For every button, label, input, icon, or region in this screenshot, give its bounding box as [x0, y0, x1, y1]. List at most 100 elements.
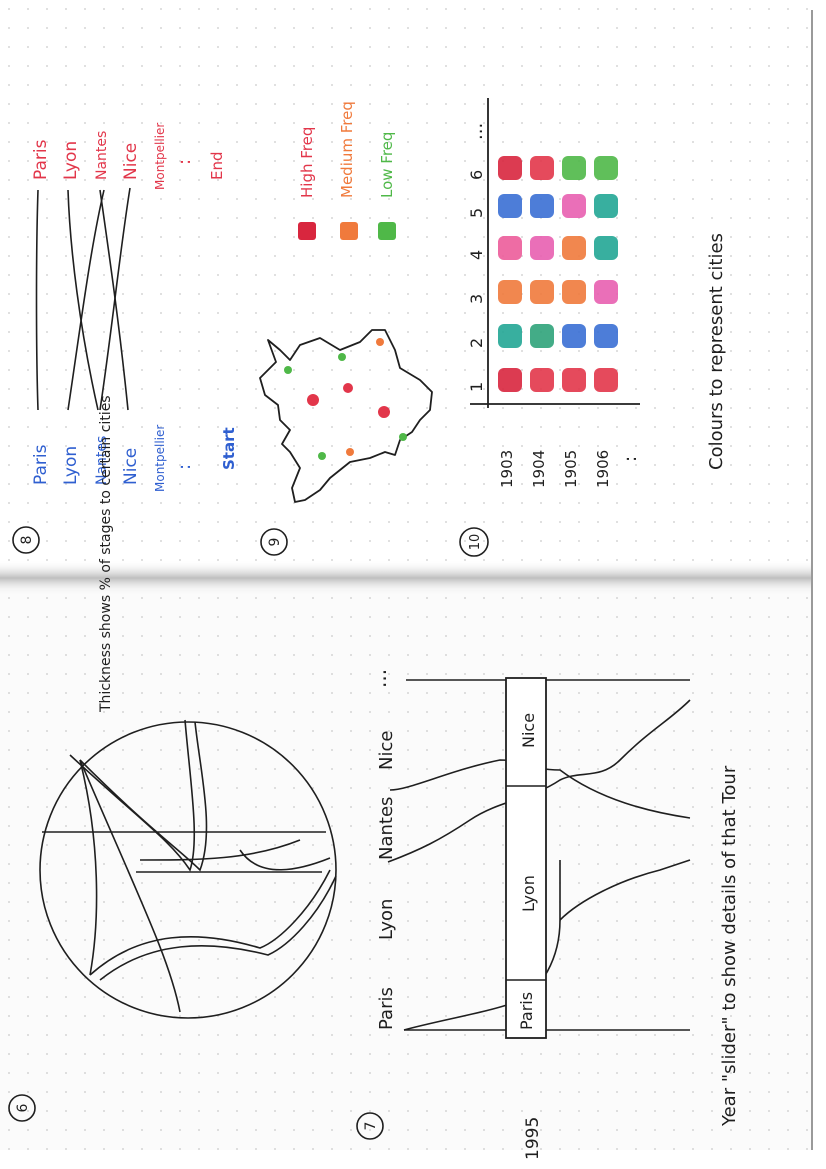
sketch-6: 6 Thickness shows % of stages to certain…: [8, 395, 337, 1122]
grid-cell: [498, 280, 522, 304]
grid-cell: [498, 368, 522, 392]
year-ellipsis: :: [620, 456, 641, 462]
france-outline: [259, 329, 433, 503]
slider-cell-label: Paris: [517, 992, 536, 1030]
end-label: End: [208, 151, 226, 180]
sketch-number: 9: [267, 538, 283, 547]
end-city-label: Nice: [121, 143, 141, 180]
slider-caption: Year "slider" to show details of that To…: [719, 765, 740, 1127]
grid-cell: [530, 368, 554, 392]
column-labels: Paris Lyon Nantes Nice ...: [367, 669, 397, 1030]
stage-label: 2: [467, 338, 486, 348]
frequency-dots: [284, 338, 407, 460]
grid-cell: [594, 280, 618, 304]
grid-cell: [530, 236, 554, 260]
legend-swatch-medium: [340, 222, 358, 240]
end-city-label: Lyon: [61, 141, 81, 180]
chord-circle: [39, 721, 337, 1019]
sketch-8: 8 Paris Lyon Nantes Nice Montpellier : S…: [12, 123, 238, 554]
end-city-label: Nantes: [94, 131, 110, 180]
grid-cell: [562, 194, 586, 218]
sketch-number-circle: [459, 527, 489, 557]
grid-cell: [498, 236, 522, 260]
flow-lines: [35, 187, 131, 411]
top-page-dots: [0, 0, 812, 568]
sketch-number: 8: [19, 536, 35, 545]
spine-gutter: [0, 560, 812, 596]
column-label: Lyon: [376, 899, 397, 940]
start-label: Start: [220, 427, 238, 470]
stage-ellipsis: ...: [466, 123, 487, 140]
legend-swatch-low: [378, 222, 396, 240]
stage-label: 5: [467, 208, 486, 218]
legend-label-medium: Medium Freq: [338, 101, 356, 198]
end-city-label: Paris: [31, 139, 51, 180]
slider-cell-label: Nice: [519, 713, 538, 748]
start-city-label: Lyon: [61, 446, 81, 485]
year-label: 1904: [530, 450, 548, 488]
start-city-label: Nice: [121, 448, 141, 485]
grid-cell: [498, 156, 522, 180]
column-label: Nice: [376, 731, 397, 770]
grid-cell: [498, 194, 522, 218]
column-label: Paris: [376, 987, 397, 1030]
chord-ribbons: [42, 719, 337, 1013]
grid-cell: [562, 156, 586, 180]
grid-cell: [594, 156, 618, 180]
grid-cell: [530, 156, 554, 180]
sketch-number-circle: [8, 1094, 36, 1122]
grid-caption: Colours to represent cities: [706, 233, 727, 470]
grid-cell: [594, 368, 618, 392]
grid-cell: [594, 236, 618, 260]
sketch-number-circle: [356, 1112, 384, 1140]
start-ellipsis: :: [174, 464, 195, 470]
sketch-9: 9 High Freq Medium Freq Low Freq: [259, 101, 433, 556]
year-slider[interactable]: Paris Lyon Nice: [505, 677, 547, 1039]
start-city-list: Paris Lyon Nantes Nice Montpellier : Sta…: [31, 425, 238, 492]
year-label: 1906: [594, 450, 612, 488]
legend-swatch-high: [298, 222, 316, 240]
sketch-number-circle: [260, 528, 288, 556]
legend-label-low: Low Freq: [378, 132, 396, 198]
grid-cell: [530, 280, 554, 304]
column-label: Nantes: [376, 797, 397, 860]
grid-cell: [498, 324, 522, 348]
slider-cell-label: Lyon: [519, 875, 538, 912]
sketch-number: 10: [468, 534, 483, 551]
frequency-legend: High Freq Medium Freq Low Freq: [298, 101, 396, 240]
chord-note: Thickness shows % of stages to certain c…: [98, 395, 114, 713]
grid-cell: [562, 236, 586, 260]
end-city-label: Montpellier: [153, 123, 167, 190]
year-labels: 1903 1904 1905 1906 :: [498, 450, 641, 488]
grid-cell: [530, 194, 554, 218]
slider-track[interactable]: [505, 677, 547, 1039]
end-city-list: Paris Lyon Nantes Nice Montpellier : End: [31, 123, 226, 190]
start-city-label: Paris: [31, 444, 51, 485]
sketch-7: 7 1995 Paris Lyon Nantes Nice ... Paris …: [356, 669, 740, 1160]
start-city-label: Nantes: [94, 436, 110, 485]
colour-grid: [498, 156, 618, 392]
stage-labels: 1 2 3 4 5 6 ...: [466, 123, 487, 392]
year-label: 1903: [498, 450, 516, 488]
bottom-page-dots: [0, 590, 812, 1150]
sketch-10: 10 1 2 3 4 5 6 ... 1903 1904 1905 1906 :…: [459, 98, 727, 557]
end-ellipsis: :: [174, 159, 195, 165]
grid-cell: [594, 194, 618, 218]
column-ellipsis: ...: [367, 669, 391, 688]
sketch-number-circle: [12, 526, 40, 554]
sketch-number: 6: [15, 1103, 31, 1112]
sketch-number: 7: [363, 1122, 379, 1131]
grid-cell: [530, 324, 554, 348]
legend-label-high: High Freq: [298, 127, 316, 198]
stage-label: 1: [467, 382, 486, 392]
stage-label: 3: [467, 294, 486, 304]
slider-year: 1995: [523, 1117, 543, 1160]
grid-cell: [562, 368, 586, 392]
start-city-label: Montpellier: [153, 425, 167, 492]
grid-cell: [594, 324, 618, 348]
grid-cell: [562, 324, 586, 348]
stage-label: 6: [467, 170, 486, 180]
stage-label: 4: [467, 250, 486, 260]
year-label: 1905: [562, 450, 580, 488]
